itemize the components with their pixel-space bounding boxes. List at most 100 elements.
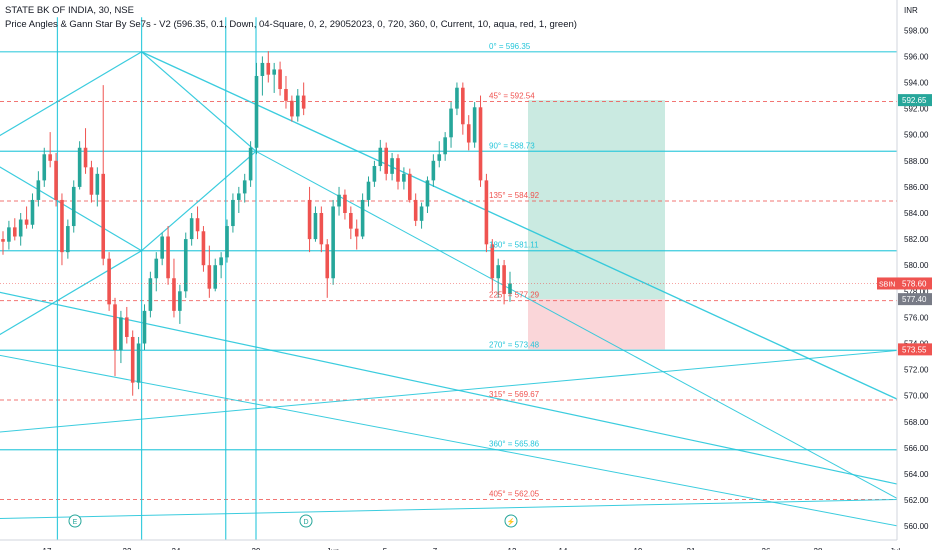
dividend-event-label: D: [303, 519, 308, 526]
split-event-circle[interactable]: [504, 514, 518, 528]
candle-body: [89, 167, 94, 195]
candle-body: [71, 186, 76, 227]
candle-body: [254, 75, 259, 148]
price-tick-label: 582.00: [904, 235, 929, 244]
earnings-event-icon[interactable]: E: [68, 514, 82, 528]
gann-level-label: 90° = 588.73: [489, 141, 535, 150]
candle: [431, 154, 436, 187]
time-tick-label: 21: [687, 547, 696, 550]
candle-body: [119, 317, 123, 351]
candle: [89, 160, 94, 203]
candle: [313, 206, 318, 242]
candle: [490, 239, 495, 292]
chart-title: STATE BK OF INDIA, 30, NSE: [5, 5, 134, 16]
candle-body: [248, 147, 253, 181]
time-tick-label: 17: [43, 547, 52, 550]
price-tick-label: 568.00: [904, 418, 929, 427]
candle-body: [484, 180, 489, 245]
candle: [496, 258, 501, 298]
candle-body: [125, 317, 129, 337]
candle: [54, 152, 58, 207]
price-tick-label: 596.00: [904, 52, 929, 61]
candle: [360, 193, 365, 240]
last-price-label: 578.60: [902, 279, 927, 288]
split-event-icon[interactable]: ⚡: [504, 514, 518, 528]
candle-body: [201, 231, 206, 266]
time-tick-label: Jul: [890, 547, 900, 550]
candle-body: [284, 89, 288, 101]
candle: [343, 189, 347, 220]
candle: [260, 56, 265, 96]
candle: [95, 167, 100, 207]
time-tick-label: 7: [433, 547, 438, 550]
candle-body: [272, 69, 276, 75]
candle-body: [461, 87, 465, 125]
candle: [307, 186, 312, 253]
candle-body: [343, 194, 347, 213]
candle: [71, 180, 76, 233]
candle: [101, 85, 106, 266]
candle: [183, 232, 188, 298]
candle: [384, 142, 388, 181]
time-tick-label: Jun: [327, 547, 340, 550]
candle-body: [443, 137, 447, 155]
candle: [407, 168, 412, 203]
gann-diagonal: [141, 150, 257, 252]
target-price-badge: 592.65: [898, 94, 932, 107]
candle: [18, 213, 23, 246]
candle: [242, 173, 247, 203]
candle-body: [83, 147, 88, 168]
loss-zone: [528, 299, 665, 350]
gann-level-label: 45° = 592.54: [489, 92, 535, 101]
price-axis-background[interactable]: [897, 0, 932, 550]
candle: [48, 132, 52, 168]
earnings-event-circle[interactable]: [68, 514, 82, 528]
indicator-legend[interactable]: Price Angles & Gann Star By Se7s - V2 (5…: [5, 19, 577, 30]
stop-price-badge: 573.55: [898, 343, 932, 356]
gann-diagonal: [0, 166, 142, 252]
candle: [472, 102, 477, 148]
dividend-event-circle[interactable]: [299, 514, 313, 528]
dividend-event-icon[interactable]: D: [299, 514, 313, 528]
price-tick-label: 580.00: [904, 261, 929, 270]
candle: [166, 226, 170, 285]
candle: [136, 336, 141, 390]
candle: [372, 160, 377, 187]
candle: [248, 141, 253, 187]
price-tick-label: 570.00: [904, 392, 929, 401]
candle: [189, 213, 194, 246]
candle-body: [413, 199, 418, 221]
candle-body: [231, 199, 235, 227]
price-tick-label: 592.00: [904, 105, 929, 114]
price-tick-label: 588.00: [904, 157, 929, 166]
candle: [142, 304, 147, 351]
candle: [266, 51, 271, 83]
chart-background: [0, 0, 897, 540]
candle-body: [307, 199, 312, 240]
candle: [24, 206, 29, 229]
candle: [449, 102, 453, 148]
candle-body: [18, 219, 23, 237]
candle-body: [225, 226, 229, 258]
candle-body: [36, 180, 41, 200]
candle: [478, 95, 483, 187]
candle: [178, 284, 182, 324]
candle-body: [508, 283, 512, 294]
candle-body: [295, 95, 300, 117]
candle: [419, 202, 424, 229]
candle-body: [502, 265, 506, 294]
candle: [148, 271, 153, 318]
candle-body: [42, 154, 47, 181]
candle-body: [219, 257, 223, 266]
candle: [484, 173, 489, 253]
candle: [237, 186, 241, 213]
candle-body: [278, 69, 282, 90]
gann-diagonal: [0, 291, 900, 486]
entry-price-badge-label: 577.40: [902, 295, 927, 304]
candle-body: [425, 180, 430, 207]
candle-body: [242, 180, 247, 194]
gann-level-label: 360° = 565.86: [489, 440, 540, 449]
gann-level-label: 135° = 584.92: [489, 191, 540, 200]
candle-body: [136, 343, 141, 383]
